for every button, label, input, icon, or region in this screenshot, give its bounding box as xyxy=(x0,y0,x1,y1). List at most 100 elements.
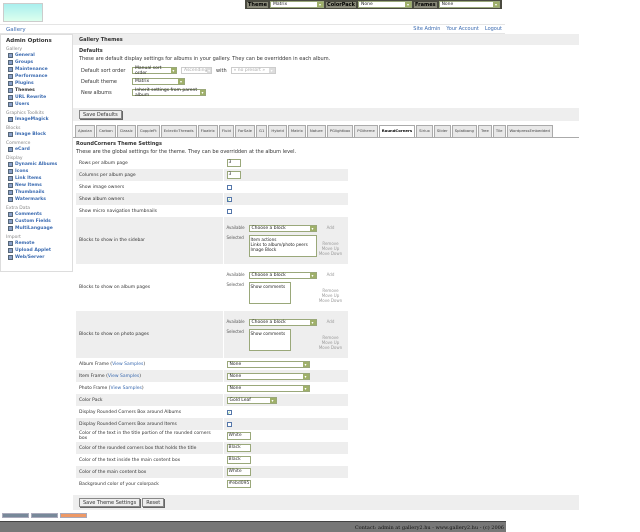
tab-wordpressembedded[interactable]: WordpressEmbedded xyxy=(506,125,553,137)
gallery-logo[interactable] xyxy=(3,3,43,22)
tab-floatrix[interactable]: Floatrix xyxy=(197,125,218,137)
logout-link[interactable]: Logout xyxy=(484,26,502,32)
sidebar-item-watermarks[interactable]: Watermarks xyxy=(6,196,67,203)
setting-input[interactable]: 3 xyxy=(226,171,241,179)
tab-pglightbox[interactable]: PGlightbox xyxy=(326,125,354,137)
sidebar-item-icons[interactable]: Icons xyxy=(6,168,67,175)
selected-blocks-list[interactable]: Show comments xyxy=(248,328,291,351)
tab-matrix[interactable]: Matrix xyxy=(287,125,306,137)
block-remove-button[interactable]: Remove xyxy=(322,334,339,340)
available-blocks-select[interactable]: Choose a block ▾ xyxy=(248,271,317,279)
tab-ajaxian[interactable]: Ajaxian xyxy=(75,125,96,137)
sidebar-item-performance[interactable]: Performance xyxy=(6,73,67,80)
available-blocks-select[interactable]: Choose a block ▾ xyxy=(248,318,317,326)
checkbox-checked[interactable]: ✓ xyxy=(226,196,232,202)
save-defaults-button[interactable]: Save Defaults xyxy=(79,110,122,119)
checkbox-checked[interactable]: ✓ xyxy=(226,409,232,415)
save-theme-settings-button[interactable]: Save Theme Settings xyxy=(79,498,141,507)
sidebar-item-url-rewrite[interactable]: URL Rewrite xyxy=(6,94,67,101)
add-block-button[interactable]: Add xyxy=(326,271,335,277)
sidebar-item-web-server[interactable]: Web/Server xyxy=(6,254,67,261)
selected-block-item[interactable]: Show comments xyxy=(250,330,286,336)
sidebar-item-ecard[interactable]: eCard xyxy=(6,146,67,153)
sidebar-item-custom-fields[interactable]: Custom Fields xyxy=(6,218,67,225)
new-albums-select[interactable]: Inherit settings from parent album ▾ xyxy=(132,88,206,98)
setting-input[interactable]: Black xyxy=(226,444,251,452)
block-down-button[interactable]: Move Down xyxy=(318,250,343,256)
add-block-button[interactable]: Add xyxy=(326,224,335,230)
sidebar-item-comments[interactable]: Comments xyxy=(6,211,67,218)
setting-select[interactable]: None ▾ xyxy=(226,360,310,368)
tab-hybrid[interactable]: Hybrid xyxy=(268,125,287,137)
site-admin-link[interactable]: Site Admin xyxy=(413,26,441,32)
tab-pgtheme[interactable]: PGtheme xyxy=(354,125,378,137)
sidebar-item-dynamic-albums[interactable]: Dynamic Albums xyxy=(6,161,67,168)
setting-select[interactable]: Gold Leaf ▾ xyxy=(226,396,277,404)
badge-icon[interactable] xyxy=(31,513,58,518)
setting-input[interactable]: 3 xyxy=(226,159,241,167)
tab-slider[interactable]: Slider xyxy=(433,125,451,137)
selected-block-item[interactable]: Links to album/photo peers xyxy=(250,241,308,247)
sidebar-item-remote[interactable]: Remote xyxy=(6,240,67,247)
tab-tile[interactable]: Tile xyxy=(492,125,506,137)
checkbox-unchecked[interactable] xyxy=(226,184,232,190)
colorpack-select[interactable]: None ▾ xyxy=(357,1,413,8)
view-samples-link[interactable]: View Samples xyxy=(107,373,140,379)
sidebar-item-themes[interactable]: Themes xyxy=(6,87,67,94)
sidebar-item-link-items[interactable]: Link Items xyxy=(6,175,67,182)
your-account-link[interactable]: Your Account xyxy=(446,26,479,32)
tab-nature[interactable]: Nature xyxy=(306,125,326,137)
setting-select[interactable]: None ▾ xyxy=(226,372,310,380)
reset-button[interactable]: Reset xyxy=(142,498,165,507)
setting-select[interactable]: None ▾ xyxy=(226,384,310,392)
sidebar-item-users[interactable]: Users xyxy=(6,101,67,108)
selected-blocks-list[interactable]: Show comments xyxy=(248,281,291,304)
setting-input[interactable]: White xyxy=(226,468,251,476)
block-up-button[interactable]: Move Up xyxy=(321,339,340,345)
sidebar-item-new-items[interactable]: New Items xyxy=(6,182,67,189)
breadcrumb-gallery[interactable]: Gallery xyxy=(6,27,26,33)
sidebar-item-groups[interactable]: Groups xyxy=(6,59,67,66)
tab-eclecticthreads[interactable]: EclecticThreads xyxy=(160,125,197,137)
available-blocks-select[interactable]: Choose a block ▾ xyxy=(248,224,317,232)
frames-select[interactable]: None ▾ xyxy=(438,1,500,8)
sidebar-item-upload-applet[interactable]: Upload Applet xyxy=(6,247,67,254)
tab-coppleft[interactable]: CoppleFt xyxy=(136,125,160,137)
block-remove-button[interactable]: Remove xyxy=(322,240,339,246)
tab-g1[interactable]: G1 xyxy=(256,125,268,137)
checkbox-unchecked[interactable] xyxy=(226,421,232,427)
setting-input[interactable]: Black xyxy=(226,456,251,464)
sidebar-item-maintenance[interactable]: Maintenance xyxy=(6,66,67,73)
tab-tree[interactable]: Tree xyxy=(477,125,492,137)
tab-siriux[interactable]: Siriux xyxy=(416,125,433,137)
sort-direction-select[interactable]: Ascending ▾ xyxy=(181,67,212,74)
sidebar-item-plugins[interactable]: Plugins xyxy=(6,80,67,87)
selected-blocks-list[interactable]: Item actions Links to album/photo peers Im… xyxy=(248,234,317,257)
selected-block-item[interactable]: Item actions xyxy=(250,236,277,242)
block-down-button[interactable]: Move Down xyxy=(318,344,343,350)
tab-carbon[interactable]: Carbon xyxy=(96,125,116,137)
default-theme-select[interactable]: Matrix ▾ xyxy=(132,78,185,85)
theme-select[interactable]: Matrix ▾ xyxy=(269,1,325,8)
sidebar-item-thumbnails[interactable]: Thumbnails xyxy=(6,189,67,196)
tab-forsale[interactable]: ForSale xyxy=(234,125,255,137)
block-remove-button[interactable]: Remove xyxy=(322,287,339,293)
tab-splatbang[interactable]: Splatbang xyxy=(451,125,477,137)
tab-fluid[interactable]: Fluid xyxy=(218,125,234,137)
view-samples-link[interactable]: View Samples xyxy=(112,361,144,367)
selected-block-item[interactable]: Show comments xyxy=(250,283,286,289)
view-samples-link[interactable]: View Samples xyxy=(110,385,142,391)
setting-input[interactable]: White xyxy=(226,432,251,440)
sidebar-item-imagemagick[interactable]: ImageMagick xyxy=(6,116,67,123)
block-down-button[interactable]: Move Down xyxy=(318,297,343,303)
sort-order-select[interactable]: Manual sort order ▾ xyxy=(132,66,177,76)
block-up-button[interactable]: Move Up xyxy=(321,245,340,251)
selected-block-item[interactable]: Image Block xyxy=(250,246,277,252)
setting-input[interactable]: #ebd095 xyxy=(226,480,251,488)
sidebar-item-general[interactable]: General xyxy=(6,52,67,59)
block-up-button[interactable]: Move Up xyxy=(321,292,340,298)
badge-icon[interactable] xyxy=(2,513,29,518)
add-block-button[interactable]: Add xyxy=(326,318,335,324)
sidebar-item-multilanguage[interactable]: MultiLanguage xyxy=(6,225,67,232)
tab-classic[interactable]: Classic xyxy=(116,125,136,137)
